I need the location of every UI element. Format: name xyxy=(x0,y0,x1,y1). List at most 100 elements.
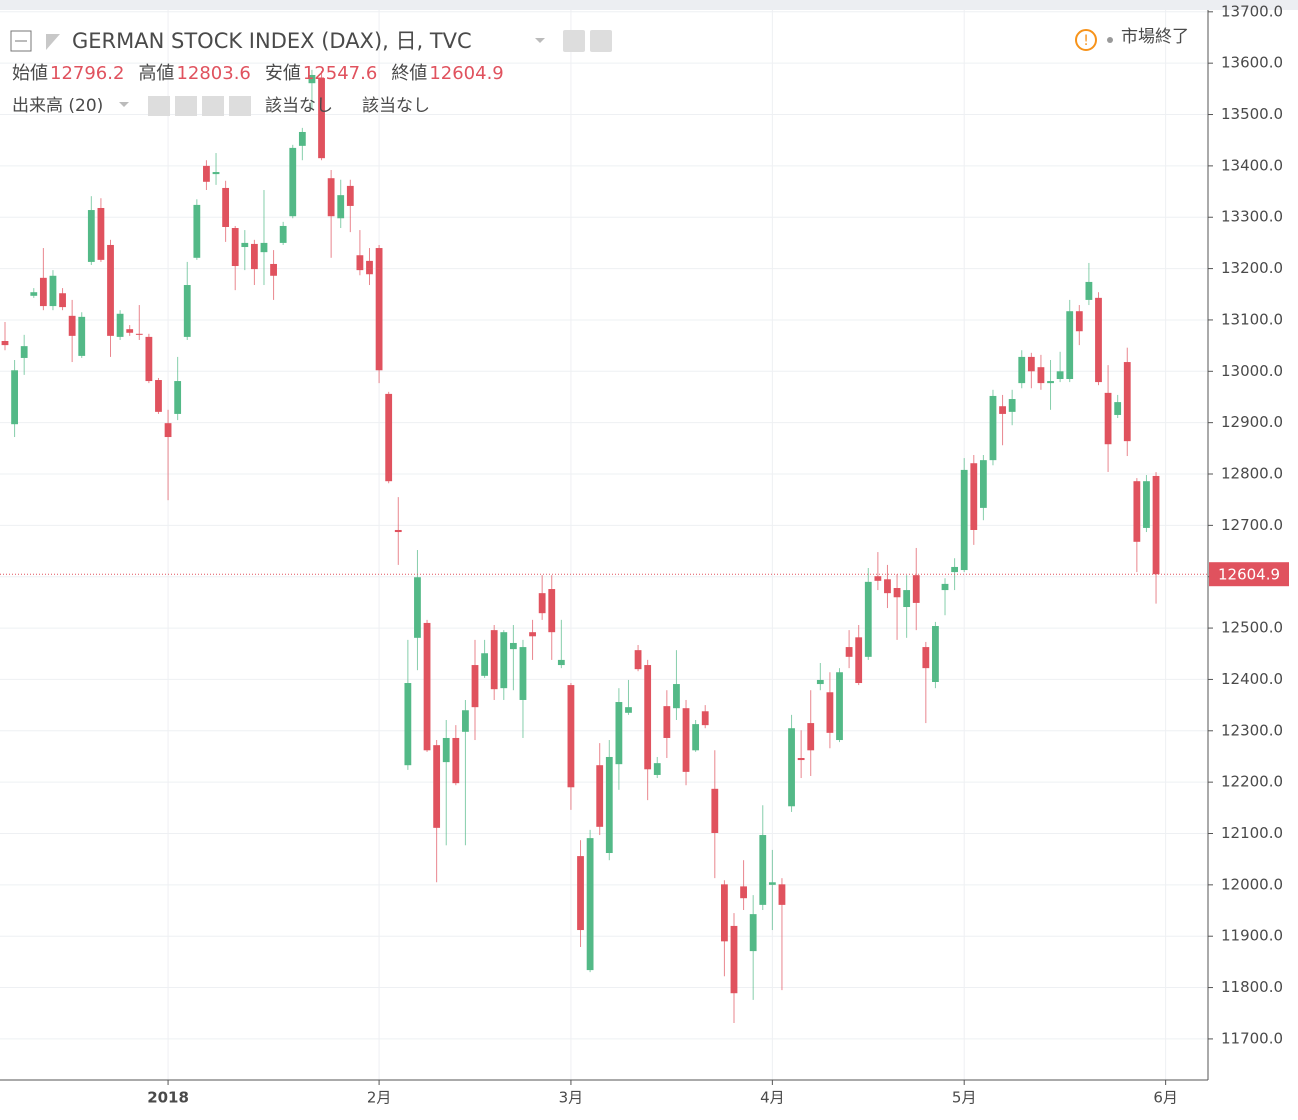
candle-body xyxy=(768,882,776,885)
candle-body xyxy=(749,914,757,952)
candle-body xyxy=(538,593,546,614)
candle-body xyxy=(462,710,469,732)
candle-body xyxy=(318,78,325,159)
dropdown-arrow[interactable] xyxy=(535,38,545,43)
top-strip xyxy=(0,0,1298,10)
candle-body xyxy=(625,707,632,713)
dropdown-arrow[interactable] xyxy=(119,102,129,107)
candle-body xyxy=(855,637,863,684)
candle-body xyxy=(97,207,105,260)
candle-body xyxy=(327,178,335,217)
candle-body xyxy=(874,576,882,581)
y-tick-label: 13200.0 xyxy=(1221,259,1283,277)
candle-body xyxy=(1018,356,1026,384)
candle-body xyxy=(375,248,383,371)
candle-body xyxy=(548,589,556,633)
candle-body xyxy=(941,583,949,591)
indicator-value: 該当なし xyxy=(362,96,430,116)
candle-body xyxy=(279,225,287,243)
ohlc-label: 安値 xyxy=(265,63,301,84)
candle-body xyxy=(164,423,172,438)
candle-body xyxy=(433,745,441,828)
candle-body xyxy=(394,529,402,533)
candle-body xyxy=(673,684,680,709)
candle-body xyxy=(893,588,901,598)
candle-body xyxy=(145,336,153,382)
candle-body xyxy=(1123,362,1131,442)
candle-body xyxy=(222,187,230,227)
symbol-icon xyxy=(46,34,60,50)
indicator-button[interactable] xyxy=(175,96,197,116)
x-tick-label: 3月 xyxy=(559,1089,584,1107)
candle-body xyxy=(20,346,28,358)
y-tick-label: 11800.0 xyxy=(1221,978,1283,996)
candle-body xyxy=(807,723,815,751)
x-tick-label: 6月 xyxy=(1153,1089,1178,1107)
visibility-button[interactable] xyxy=(563,30,585,52)
candle-body xyxy=(519,647,527,700)
indicator-button[interactable] xyxy=(202,96,224,116)
candle-body xyxy=(404,683,412,766)
candle-body xyxy=(212,172,220,175)
candle-body xyxy=(586,838,594,971)
candle-body xyxy=(346,185,354,206)
indicator-name: 出来高 (20) xyxy=(12,96,103,116)
candle-body xyxy=(864,581,872,657)
candle-body xyxy=(452,737,460,784)
candle-body xyxy=(903,590,911,608)
candle-body xyxy=(1,340,9,346)
y-tick-label: 13600.0 xyxy=(1221,54,1283,72)
candle-body xyxy=(653,763,661,775)
candle-body xyxy=(615,702,623,765)
candle-body xyxy=(1008,399,1016,412)
candle-body xyxy=(260,242,268,253)
candle-body xyxy=(1047,381,1054,384)
candle-body xyxy=(845,647,853,657)
y-tick-label: 12500.0 xyxy=(1221,619,1283,637)
candle-body xyxy=(634,650,642,670)
indicator-button[interactable] xyxy=(148,96,170,116)
candle-body xyxy=(49,275,57,307)
y-tick-label: 13300.0 xyxy=(1221,208,1283,226)
y-tick-label: 12300.0 xyxy=(1221,721,1283,739)
candle-body xyxy=(730,925,738,994)
candle-body xyxy=(836,672,843,741)
candle-body xyxy=(174,381,182,414)
candle-body xyxy=(289,147,297,217)
y-tick-label: 13400.0 xyxy=(1221,156,1283,174)
candle-body xyxy=(193,204,201,258)
candle-body xyxy=(912,575,920,603)
indicator-button[interactable] xyxy=(229,96,251,116)
candle-body xyxy=(999,406,1006,414)
y-tick-label: 12200.0 xyxy=(1221,773,1283,791)
candle-body xyxy=(970,463,978,530)
candle-body xyxy=(788,728,795,807)
ohlc-value: 12796.2 xyxy=(50,63,124,84)
candle-body xyxy=(87,210,95,262)
candle-body xyxy=(471,665,479,708)
candle-body xyxy=(308,74,316,84)
x-tick-label: 5月 xyxy=(952,1089,977,1107)
y-tick-label: 13000.0 xyxy=(1221,362,1283,380)
candle-body xyxy=(1056,371,1064,380)
candle-body xyxy=(30,292,38,296)
settings-button[interactable] xyxy=(590,30,612,52)
ohlc-label: 始値 xyxy=(12,63,48,84)
candle-body xyxy=(337,195,345,219)
status-icon xyxy=(1075,29,1097,51)
candle-body xyxy=(979,460,987,508)
x-tick-label: 4月 xyxy=(760,1089,785,1107)
candle-body xyxy=(39,277,47,307)
y-tick-label: 13700.0 xyxy=(1221,2,1283,20)
candle-body xyxy=(932,626,939,682)
candle-body xyxy=(596,765,604,827)
last-price-label: 12604.9 xyxy=(1218,566,1280,584)
candle-body xyxy=(135,333,143,335)
ohlc-value: 12547.6 xyxy=(303,63,377,84)
candle-body xyxy=(356,255,364,271)
candle-body xyxy=(298,131,306,146)
candle-body xyxy=(423,622,431,751)
y-tick-label: 12000.0 xyxy=(1221,875,1283,893)
status-icon-mark: ! xyxy=(1083,33,1089,49)
candle-body xyxy=(155,380,162,412)
